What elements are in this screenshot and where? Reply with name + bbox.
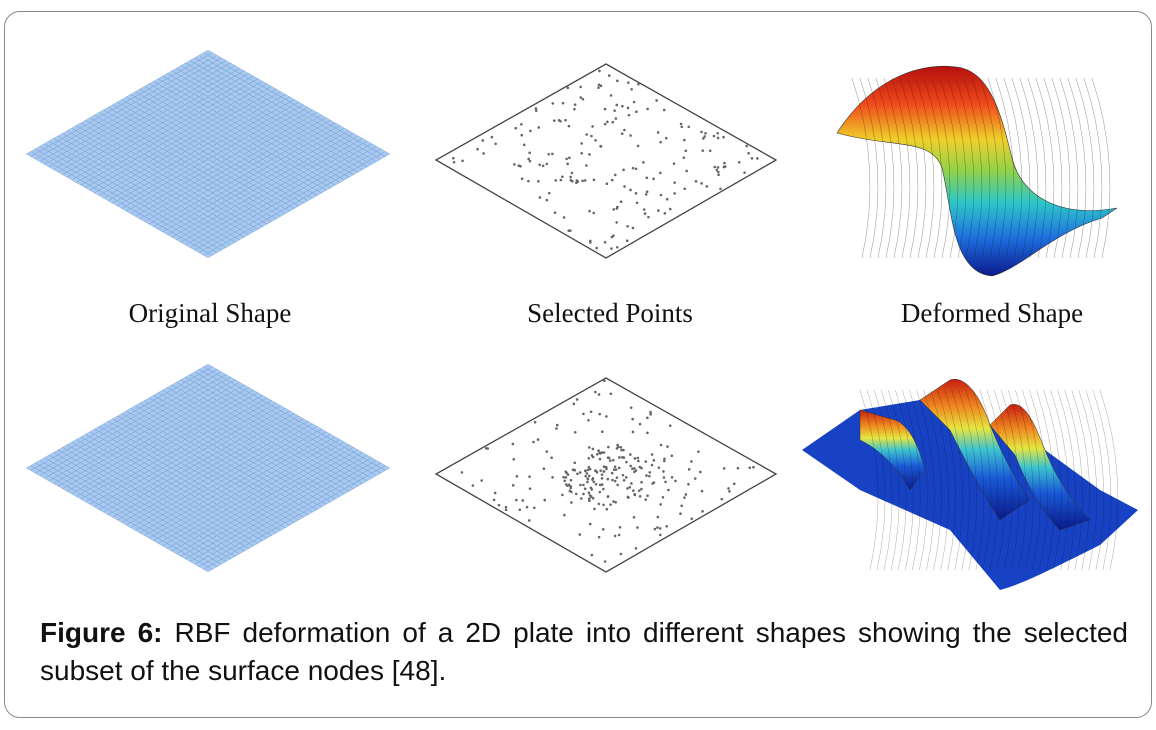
- deformed-shape-row2: [802, 378, 1138, 590]
- selected-points-row2: [434, 377, 778, 573]
- caption-label: Figure 6:: [40, 617, 163, 648]
- caption-text: RBF deformation of a 2D plate into diffe…: [40, 617, 1129, 686]
- label-original-shape: Original Shape: [128, 298, 292, 328]
- label-deformed-shape: Deformed Shape: [900, 298, 1084, 328]
- label-selected-points: Selected Points: [527, 298, 693, 328]
- figure-caption: Figure 6: RBF deformation of a 2D plate …: [40, 614, 1128, 690]
- original-plate-row2: [26, 364, 390, 572]
- selected-points-row1: [434, 63, 778, 259]
- original-plate-row1: [26, 50, 390, 258]
- deformed-shape-row1: [836, 65, 1118, 277]
